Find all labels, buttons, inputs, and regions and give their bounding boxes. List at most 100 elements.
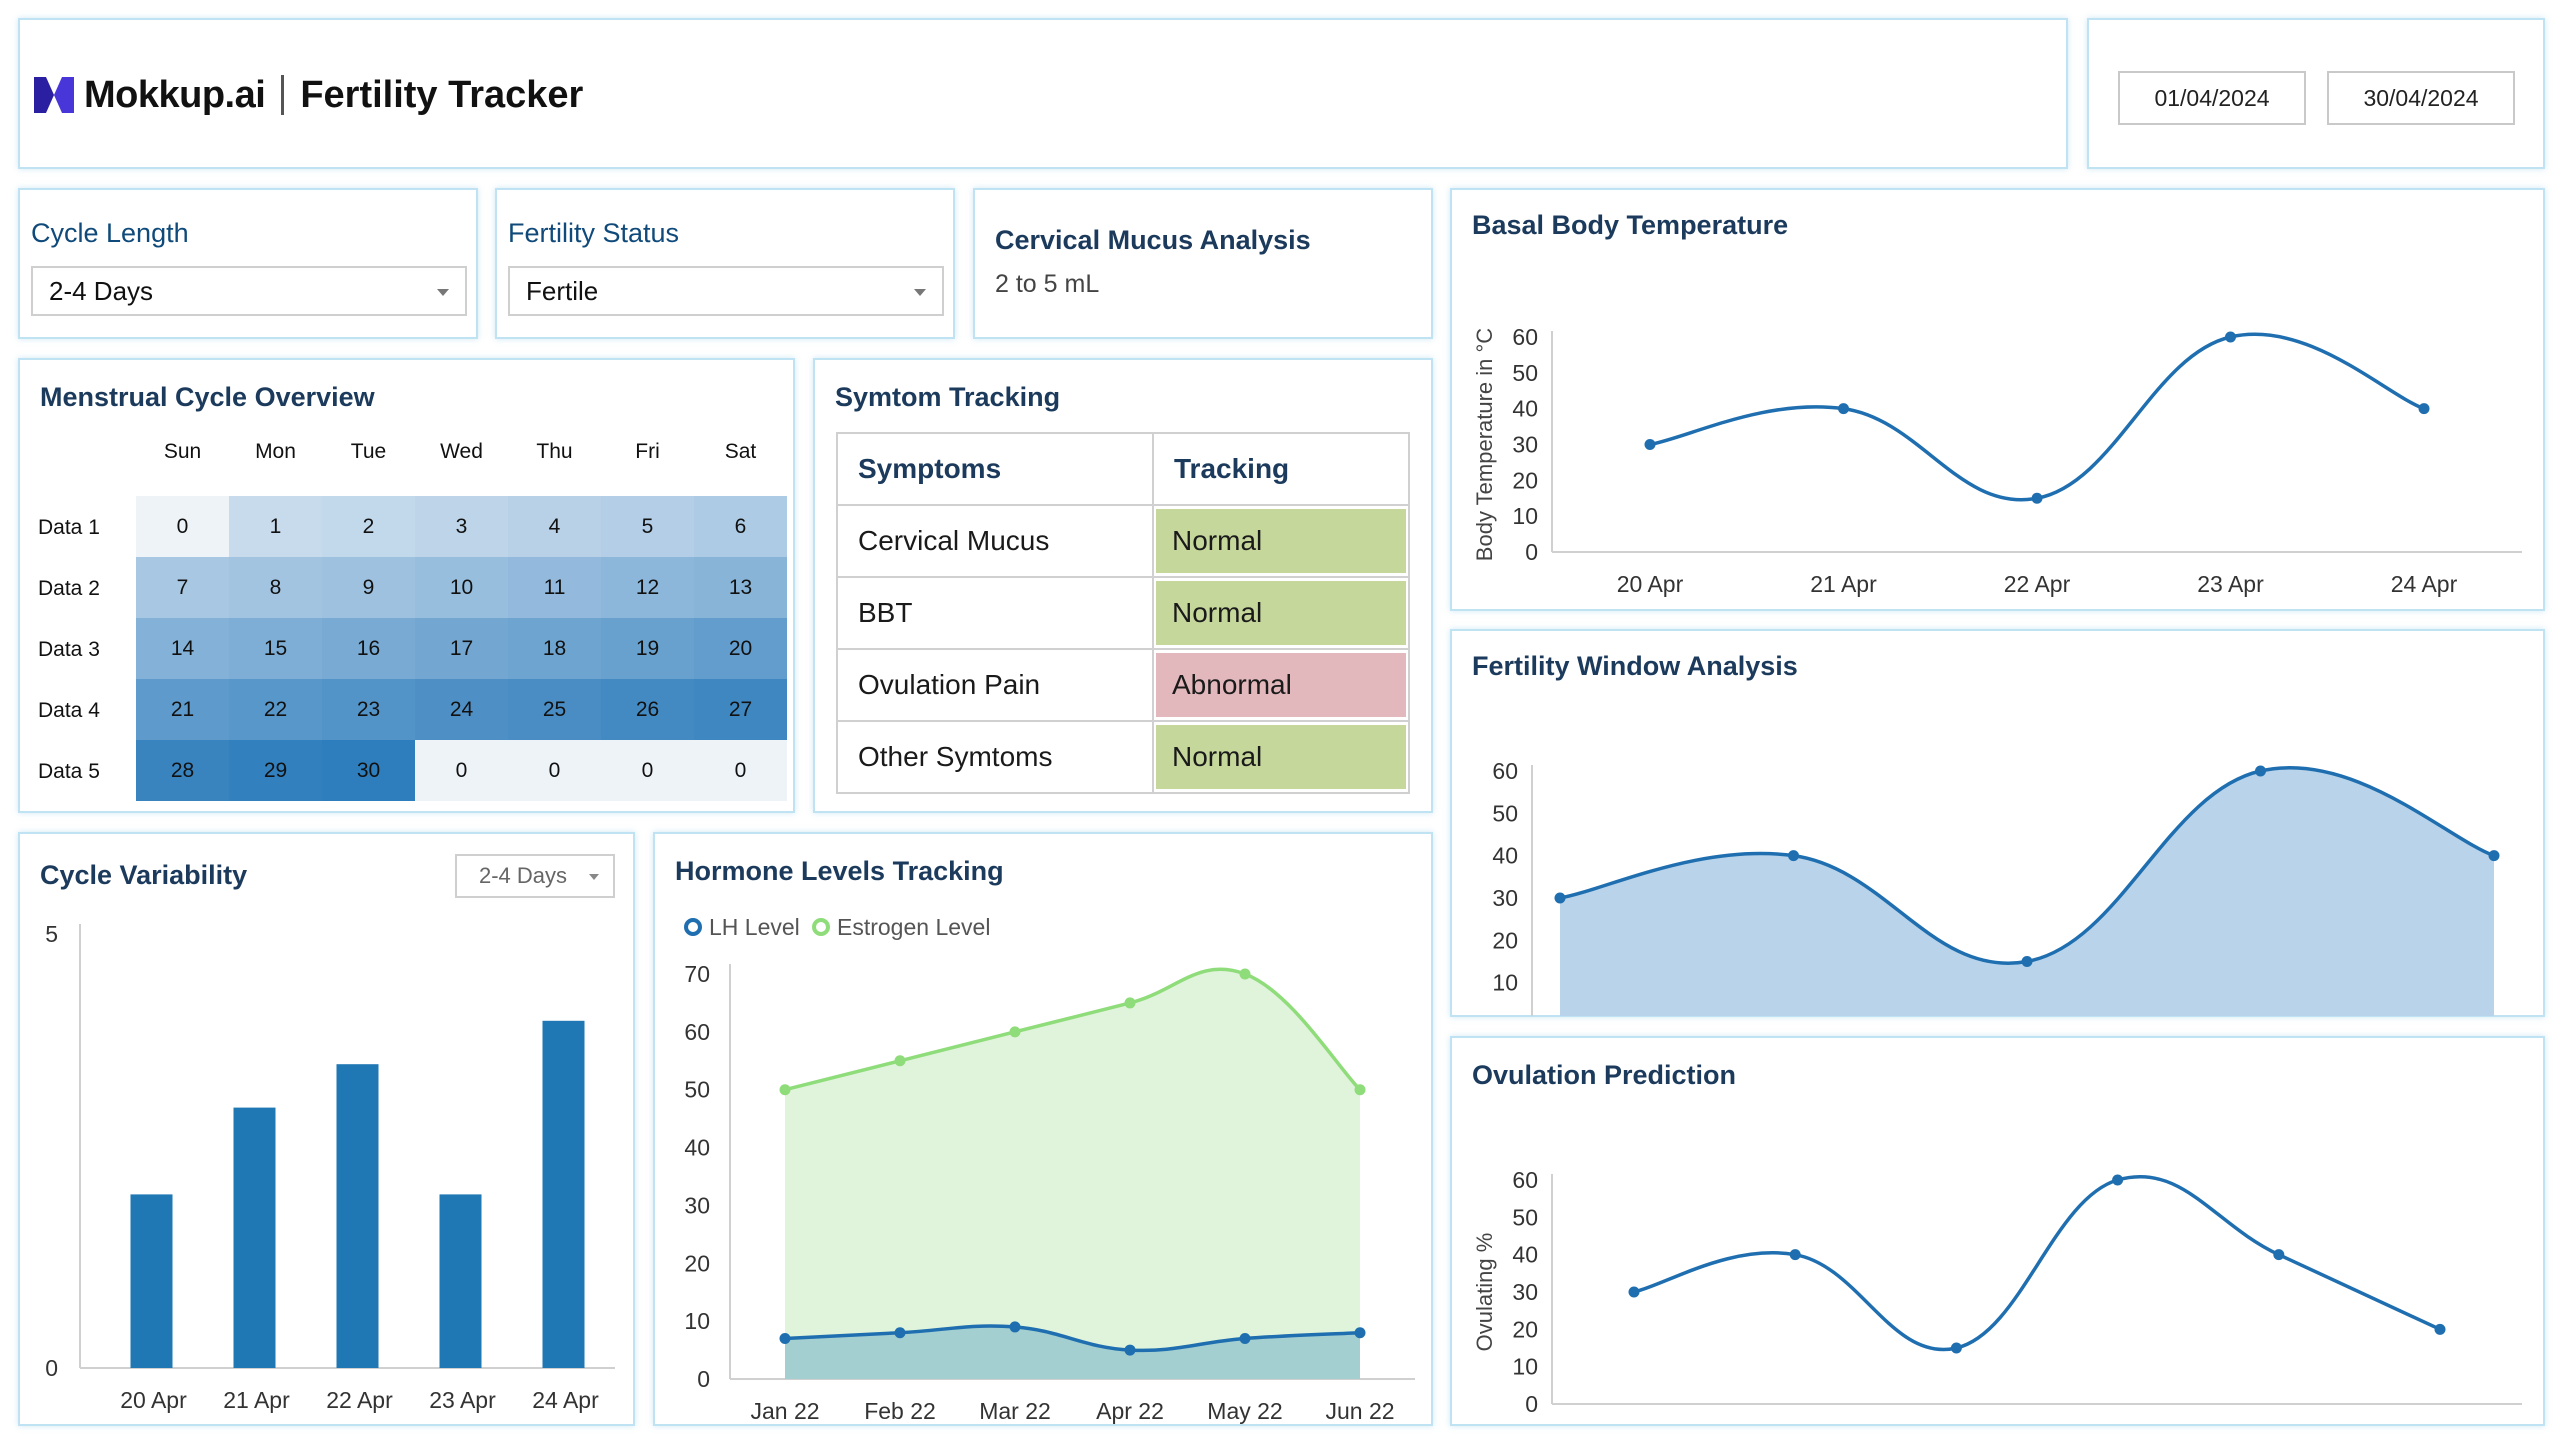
calendar-cell[interactable]: 2 <box>322 496 415 557</box>
start-date-input[interactable]: 01/04/2024 <box>2118 71 2306 125</box>
data-point[interactable] <box>894 1327 906 1339</box>
calendar-cell[interactable]: 0 <box>136 496 229 557</box>
y-tick-label: 10 <box>1512 503 1538 529</box>
cervical-mucus-title: Cervical Mucus Analysis <box>995 225 1311 255</box>
x-tick-label: Mar 22 <box>979 1398 1051 1424</box>
data-point[interactable] <box>1124 997 1136 1009</box>
calendar-cell[interactable]: 26 <box>601 679 694 740</box>
data-point[interactable] <box>2488 850 2500 862</box>
bar[interactable] <box>130 1194 173 1368</box>
symptom-name: BBT <box>836 576 1154 650</box>
fertility-window-title: Fertility Window Analysis <box>1472 651 1798 681</box>
y-tick-label: 40 <box>1492 843 1518 869</box>
cycle-length-label: Cycle Length <box>31 218 189 248</box>
calendar-cell[interactable]: 21 <box>136 679 229 740</box>
data-point[interactable] <box>2112 1174 2124 1186</box>
bbt-card: Basal Body Temperature 0 10 20 30 40 50 60 20 A… <box>1450 188 2545 611</box>
calendar-cell[interactable]: 29 <box>229 740 322 801</box>
status-badge: Abnormal <box>1156 653 1406 717</box>
data-point[interactable] <box>1788 850 1799 862</box>
data-point[interactable] <box>2255 765 2266 777</box>
hormone-title: Hormone Levels Tracking <box>675 856 1004 886</box>
data-point[interactable] <box>2418 403 2430 415</box>
calendar-cell[interactable]: 11 <box>508 557 601 618</box>
bbt-title: Basal Body Temperature <box>1472 210 1789 240</box>
calendar-cell[interactable]: 0 <box>508 740 601 801</box>
calendar-cell[interactable]: 19 <box>601 618 694 679</box>
calendar-cell[interactable]: 17 <box>415 618 508 679</box>
data-point[interactable] <box>1009 1026 1021 1038</box>
calendar-cell[interactable]: 9 <box>322 557 415 618</box>
calendar-cell[interactable]: 12 <box>601 557 694 618</box>
data-point[interactable] <box>1628 1286 1640 1298</box>
data-point[interactable] <box>1124 1344 1136 1356</box>
calendar-cell[interactable]: 0 <box>601 740 694 801</box>
symptom-status-cell: Normal <box>1152 720 1410 794</box>
data-point[interactable] <box>1354 1084 1366 1096</box>
cycle-variability-filter[interactable]: 2-4 Days <box>455 854 615 898</box>
data-point[interactable] <box>1354 1327 1366 1339</box>
data-point[interactable] <box>1009 1321 1021 1333</box>
calendar-cell[interactable]: 14 <box>136 618 229 679</box>
calendar-cell[interactable]: 30 <box>322 740 415 801</box>
fertility-status-value: Fertile <box>526 275 599 306</box>
calendar-cell[interactable]: 7 <box>136 557 229 618</box>
data-point[interactable] <box>779 1333 791 1344</box>
y-tick-label: 10 <box>1492 970 1518 996</box>
chevron-down-icon <box>914 289 926 296</box>
data-point[interactable] <box>1789 1249 1801 1261</box>
end-date-input[interactable]: 30/04/2024 <box>2327 71 2515 125</box>
bar[interactable] <box>542 1020 585 1368</box>
y-tick-label: 60 <box>1512 1167 1538 1193</box>
bar[interactable] <box>336 1064 379 1368</box>
data-point[interactable] <box>2273 1249 2285 1261</box>
calendar-cell[interactable]: 15 <box>229 618 322 679</box>
calendar-cell[interactable]: 23 <box>322 679 415 740</box>
data-point[interactable] <box>2021 956 2033 967</box>
calendar-cell[interactable]: 0 <box>694 740 787 801</box>
y-tick-label: 0 <box>1525 1391 1538 1417</box>
calendar-cell[interactable]: 8 <box>229 557 322 618</box>
y-tick-label: 40 <box>1512 1242 1538 1268</box>
calendar-cell[interactable]: 3 <box>415 496 508 557</box>
calendar-day-header: Thu <box>536 440 573 463</box>
calendar-cell[interactable]: 28 <box>136 740 229 801</box>
calendar-cell[interactable]: 10 <box>415 557 508 618</box>
data-point[interactable] <box>2031 492 2043 504</box>
calendar-cell[interactable]: 25 <box>508 679 601 740</box>
calendar-cell[interactable]: 6 <box>694 496 787 557</box>
cycle-variability-filter-value: 2-4 Days <box>479 863 568 888</box>
calendar-title: Menstrual Cycle Overview <box>40 382 375 412</box>
data-point[interactable] <box>1239 1333 1251 1344</box>
calendar-cell[interactable]: 27 <box>694 679 787 740</box>
table-row: BBT Normal <box>836 576 1410 650</box>
calendar-cell[interactable]: 5 <box>601 496 694 557</box>
calendar-cell[interactable]: 24 <box>415 679 508 740</box>
cycle-length-select[interactable]: 2-4 Days <box>31 266 467 316</box>
x-tick-label: 22 Apr <box>2004 571 2071 597</box>
calendar-cell[interactable]: 1 <box>229 496 322 557</box>
data-point[interactable] <box>1644 439 1656 450</box>
calendar-cell[interactable]: 13 <box>694 557 787 618</box>
calendar-cell[interactable]: 18 <box>508 618 601 679</box>
calendar-cell[interactable]: 16 <box>322 618 415 679</box>
data-point[interactable] <box>1838 403 1849 415</box>
calendar-cell[interactable]: 22 <box>229 679 322 740</box>
calendar-cell[interactable]: 20 <box>694 618 787 679</box>
bar[interactable] <box>439 1194 482 1368</box>
y-tick-label: 40 <box>684 1135 710 1161</box>
data-point[interactable] <box>894 1055 906 1067</box>
data-point[interactable] <box>1239 968 1251 980</box>
data-point[interactable] <box>1950 1342 1962 1354</box>
bar[interactable] <box>233 1107 276 1368</box>
fertility-status-select[interactable]: Fertile <box>508 266 944 316</box>
cycle-variability-chart: 0 5 20 Apr 21 Apr 22 Apr 23 Apr 24 Apr <box>45 921 615 1413</box>
data-point[interactable] <box>2434 1323 2446 1335</box>
data-point[interactable] <box>1554 892 1566 904</box>
calendar-cell[interactable]: 4 <box>508 496 601 557</box>
data-point[interactable] <box>2225 331 2236 343</box>
calendar-day-header: Sat <box>724 440 757 463</box>
calendar-cell[interactable]: 0 <box>415 740 508 801</box>
data-point[interactable] <box>779 1084 791 1096</box>
